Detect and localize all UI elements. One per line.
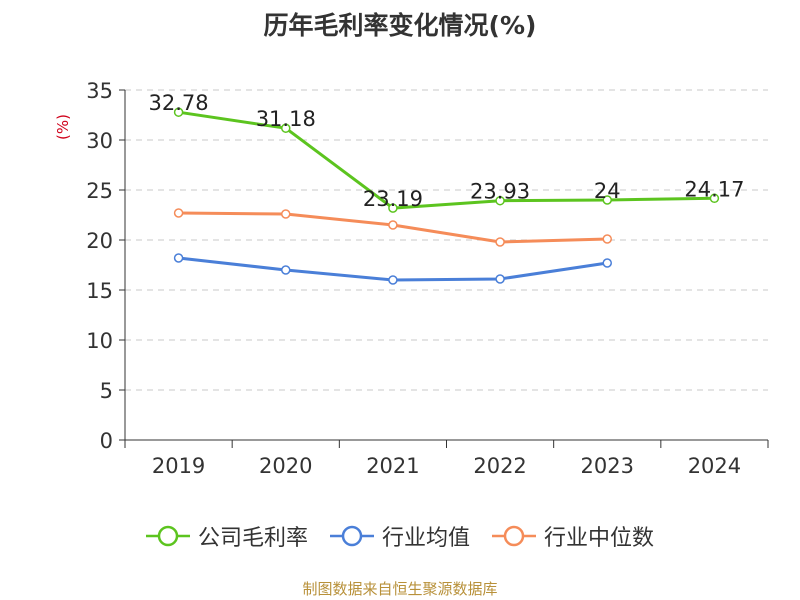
- y-tick-label: 35: [86, 79, 113, 103]
- data-label: 23.19: [363, 187, 423, 211]
- x-tick-label: 2019: [152, 454, 205, 478]
- legend-line-circle-icon: [145, 525, 190, 547]
- y-tick-label: 0: [100, 429, 113, 453]
- y-tick-label: 25: [86, 179, 113, 203]
- axes: 0 5 10 15 20 25 30 35 2019 2020 2021 2022 2023 2024: [86, 79, 769, 478]
- y-tick-label: 15: [86, 279, 113, 303]
- data-label: 31.18: [256, 107, 316, 131]
- y-tick-label: 30: [86, 129, 113, 153]
- legend-line-circle-icon: [492, 525, 536, 547]
- data-label: 24: [594, 179, 621, 203]
- data-label: 24.17: [684, 177, 744, 201]
- legend-label: 公司毛利率: [197, 526, 308, 551]
- data-point: [173, 253, 184, 263]
- legend-item[interactable]: 公司毛利率: [145, 520, 308, 552]
- data-point: [602, 234, 612, 244]
- series-line: [178, 110, 715, 210]
- data-point: [388, 220, 398, 230]
- y-axis-label: (%): [54, 114, 72, 140]
- legend-item[interactable]: 行业中位数: [492, 520, 654, 552]
- y-tick-label: 20: [86, 229, 113, 253]
- x-tick-label: 2021: [366, 454, 419, 478]
- grid-lines: [125, 89, 768, 391]
- data-point: [495, 195, 505, 206]
- data-point: [495, 237, 505, 247]
- x-tick-label: 2022: [473, 454, 526, 478]
- data-point: [281, 265, 291, 275]
- data-point: [709, 193, 720, 204]
- data-point: [388, 203, 398, 213]
- data-point: [281, 209, 291, 219]
- legend: 公司毛利率 行业均值 行业中位数: [0, 520, 800, 552]
- legend-label: 行业均值: [381, 526, 470, 551]
- legend-line-circle-icon: [329, 525, 374, 547]
- source-note: 制图数据来自恒生聚源数据库: [302, 580, 498, 598]
- data-point: [602, 195, 612, 205]
- data-point: [173, 107, 184, 117]
- x-tick-label: 2020: [259, 454, 312, 478]
- data-point: [495, 274, 505, 284]
- legend-label: 行业中位数: [544, 526, 655, 551]
- data-point: [388, 275, 398, 285]
- data-point: [281, 123, 291, 133]
- x-tick-label: 2024: [688, 454, 741, 478]
- y-tick-label: 10: [86, 329, 113, 353]
- x-tick-label: 2023: [581, 454, 634, 478]
- chart-title: 历年毛利率变化情况(%): [263, 11, 537, 40]
- series-lines: [173, 107, 720, 285]
- data-point: [602, 258, 612, 268]
- data-label: 32.78: [149, 91, 209, 115]
- data-labels: 32.78 31.18 23.19 23.93 24 24.17: [149, 91, 745, 211]
- data-label: 23.93: [470, 180, 530, 204]
- data-point: [173, 208, 184, 218]
- y-tick-label: 5: [100, 379, 113, 403]
- legend-item[interactable]: 行业均值: [329, 520, 470, 552]
